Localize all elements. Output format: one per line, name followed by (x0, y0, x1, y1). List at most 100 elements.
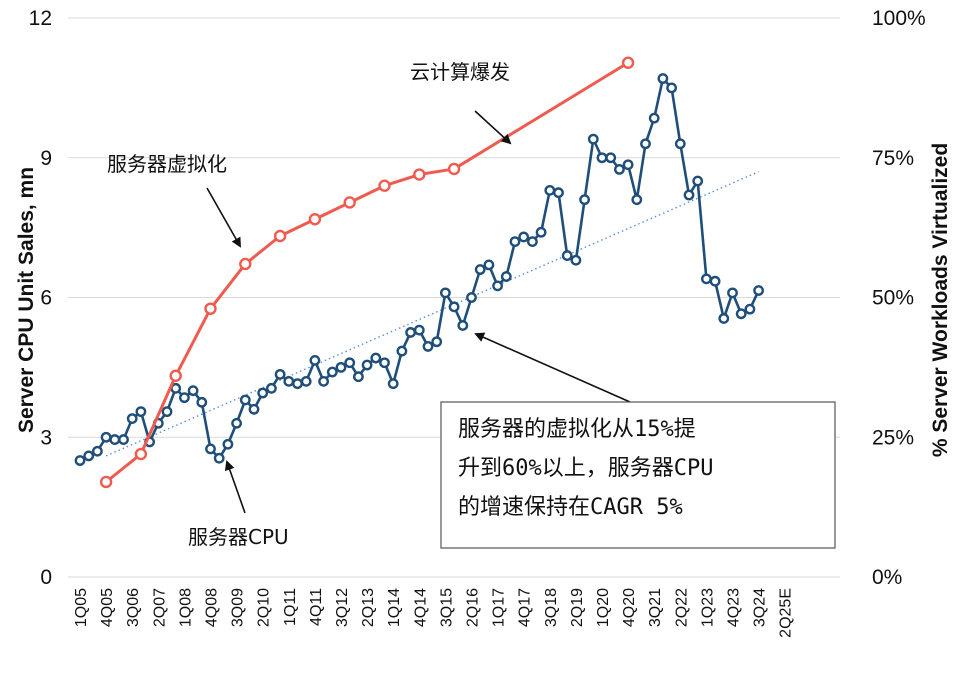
y-left-tick-label: 0 (40, 566, 52, 589)
data-point-cpu (92, 445, 103, 457)
x-tick-label: 2Q19 (569, 588, 586, 627)
data-point-cpu (161, 406, 173, 418)
data-point-cpu (335, 361, 347, 373)
data-point-cpu (753, 285, 764, 296)
x-tick-label: 2Q13 (360, 588, 377, 627)
data-point-cpu (561, 250, 573, 261)
x-tick-label: 1Q23 (699, 588, 716, 627)
data-point-cpu (126, 413, 138, 425)
annotation-cloud: 云计算爆发 (410, 60, 512, 145)
x-tick-label: 1Q14 (386, 588, 403, 627)
x-axis: 1Q05 4Q05 3Q06 2Q07 1Q08 4Q08 3Q09 2Q10 1Q11 4Q11… (73, 588, 795, 638)
data-point-cpu (692, 175, 704, 187)
data-point-cpu (135, 406, 147, 418)
y-axis-right: 0% 25% 50% 75% 100% (872, 7, 926, 589)
series-layer (74, 56, 764, 489)
data-point-cpu (466, 292, 477, 303)
data-point-cpu (457, 320, 469, 331)
data-point-cpu (178, 392, 190, 404)
data-point-cpu (309, 354, 321, 366)
x-tick-label: 4Q08 (204, 588, 221, 627)
data-point-cpu (614, 163, 625, 175)
x-tick-label: 4Q20 (621, 588, 638, 627)
x-tick-label: 1Q17 (491, 588, 508, 627)
x-tick-label: 3Q06 (125, 588, 142, 627)
annotation-cloud-arrow (474, 110, 512, 145)
data-point-cpu (648, 112, 660, 124)
data-point-cpu (379, 357, 390, 369)
data-point-cpu (701, 273, 712, 285)
data-point-cpu (596, 152, 608, 164)
data-point-virtualization (308, 213, 322, 226)
data-point-cpu (718, 313, 730, 324)
x-tick-label: 1Q08 (177, 588, 194, 627)
data-point-cpu (413, 324, 425, 336)
data-point-cpu (518, 231, 530, 243)
data-point-cpu (396, 345, 408, 357)
annotation-cloud-text: 云计算爆发 (410, 60, 510, 84)
annotation-box: 服务器的虚拟化从15%提 升到60%以上，服务器CPU 的增速保持在CAGR 5… (440, 332, 836, 549)
data-point-cpu (744, 303, 756, 315)
data-point-cpu (231, 417, 243, 429)
data-point-cpu (640, 138, 651, 150)
annotation-cpu-text: 服务器CPU (188, 525, 289, 549)
data-point-cpu (579, 194, 590, 206)
x-tick-label: 4Q14 (412, 588, 429, 627)
x-tick-label: 3Q15 (438, 588, 455, 627)
x-tick-label: 3Q18 (543, 588, 560, 627)
data-point-cpu (352, 371, 364, 383)
data-point-cpu (666, 82, 677, 94)
data-point-virtualization (169, 369, 182, 382)
data-point-cpu (370, 352, 382, 364)
trendline (105, 171, 759, 457)
annotation-virtualization-arrow (206, 187, 241, 248)
data-point-cpu (709, 275, 721, 287)
trendline-line (105, 171, 759, 457)
data-point-cpu (83, 450, 95, 462)
y-right-tick-label: 25% (872, 426, 914, 449)
data-point-cpu (492, 280, 503, 292)
data-point-cpu (657, 73, 669, 84)
data-point-cpu (727, 287, 738, 299)
annotation-box-line-3: 的增速保持在CAGR 5% (458, 495, 683, 520)
data-point-cpu (292, 378, 303, 390)
data-point-virtualization (273, 229, 287, 243)
data-point-cpu (387, 378, 399, 390)
y-left-tick-label: 3 (40, 426, 52, 449)
data-point-virtualization (621, 56, 635, 69)
data-point-cpu (74, 455, 86, 466)
data-point-virtualization (239, 257, 252, 271)
data-point-cpu (100, 431, 112, 443)
data-point-cpu (535, 226, 547, 238)
data-point-virtualization (99, 475, 113, 489)
data-point-cpu (500, 271, 512, 282)
data-point-cpu (239, 394, 251, 406)
data-point-cpu (196, 396, 208, 408)
x-tick-label: 3Q09 (230, 588, 247, 627)
y-right-tick-label: 100% (872, 7, 926, 30)
data-point-virtualization (447, 162, 461, 176)
data-point-cpu (683, 189, 695, 201)
data-point-cpu (361, 359, 373, 371)
data-point-cpu (205, 443, 216, 455)
annotation-cpu-arrow (224, 460, 246, 514)
data-point-cpu (422, 341, 434, 352)
data-point-cpu (300, 375, 312, 387)
y-left-tick-label: 9 (40, 147, 52, 170)
data-point-cpu (274, 368, 286, 380)
x-tick-label: 2Q07 (151, 588, 168, 627)
data-point-cpu (527, 236, 538, 248)
annotation-box-frame (440, 401, 836, 549)
data-point-cpu (257, 387, 269, 399)
data-point-cpu (283, 375, 295, 387)
data-point-cpu (265, 382, 277, 394)
data-point-virtualization (204, 302, 217, 315)
data-point-virtualization (378, 179, 391, 192)
data-point-cpu (544, 184, 556, 196)
data-point-cpu (483, 259, 495, 271)
y-right-tick-label: 75% (872, 147, 914, 170)
data-point-cpu (474, 264, 486, 275)
x-tick-label: 2Q25E (778, 588, 795, 638)
x-tick-label: 4Q05 (99, 588, 116, 627)
x-tick-label: 4Q17 (517, 588, 534, 627)
